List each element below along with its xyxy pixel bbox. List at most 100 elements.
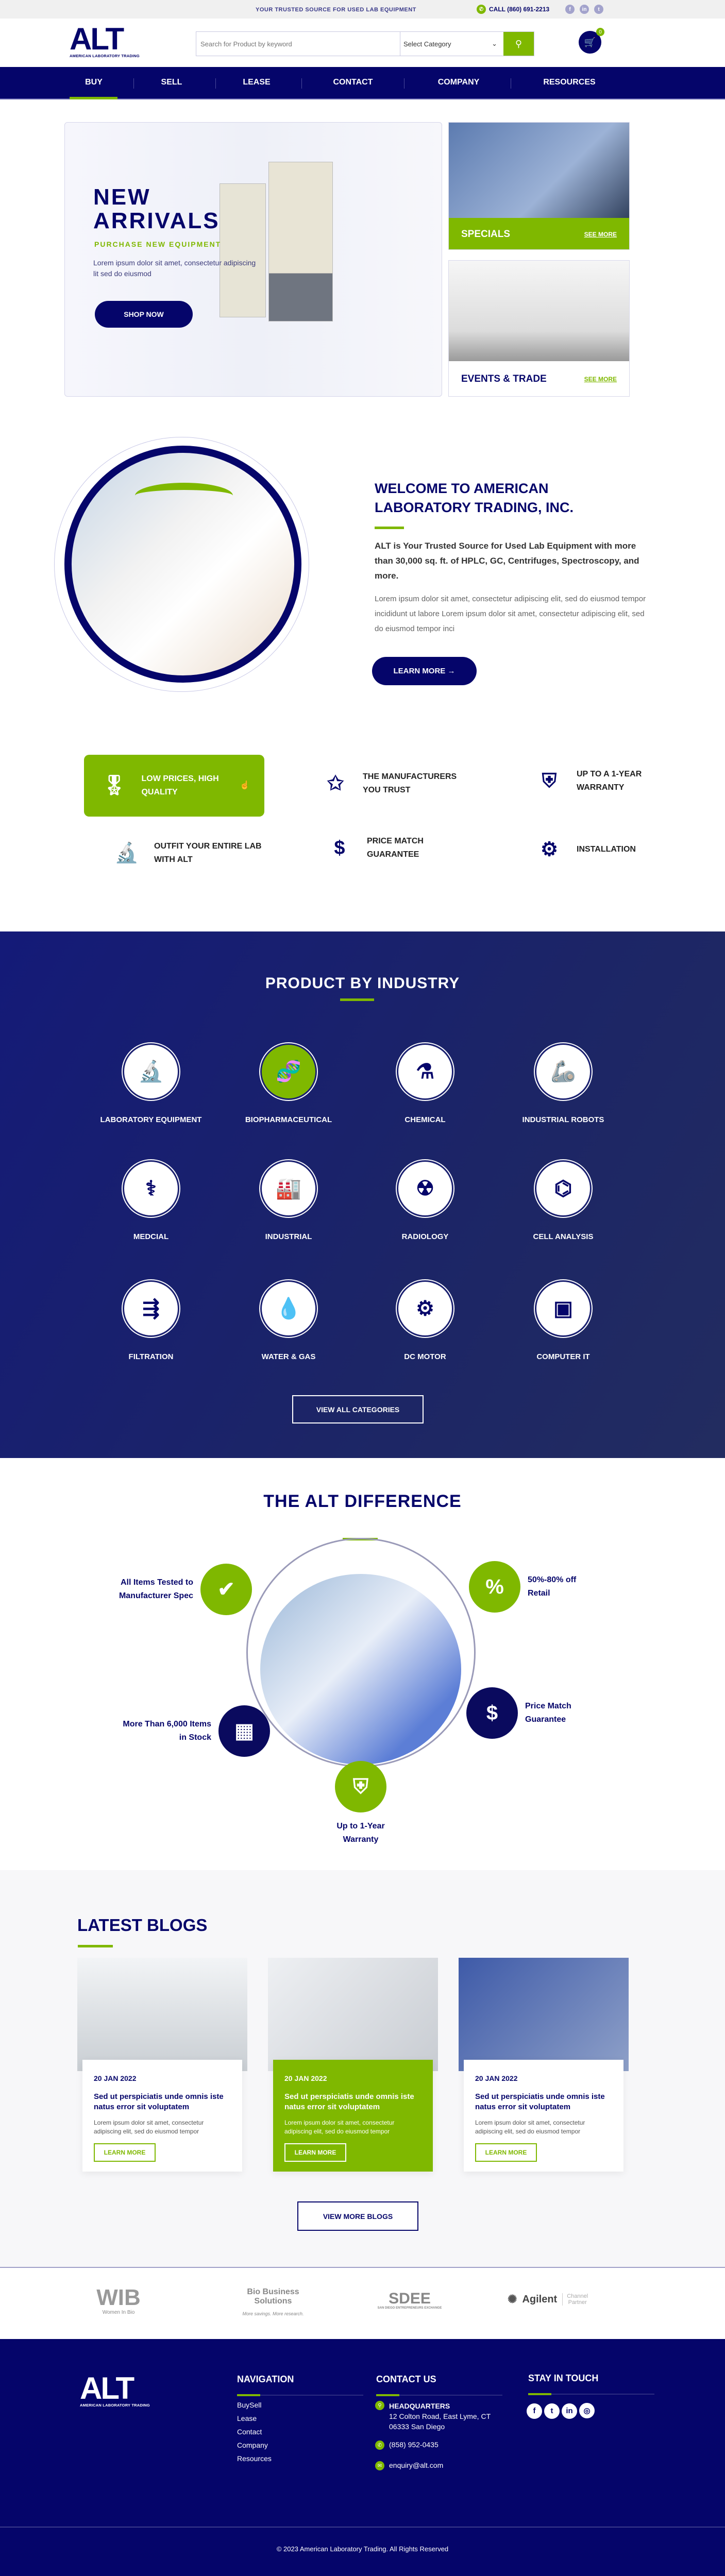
hero-subtitle: PURCHASE NEW EQUIPMENT xyxy=(94,240,222,248)
feature-price-match: $ PRICE MATCH GUARANTEE xyxy=(324,832,444,864)
footer-social-title: STAY IN TOUCH xyxy=(528,2373,599,2383)
nav-buy[interactable]: BUY xyxy=(85,78,103,87)
footer-social: f t in ◎ xyxy=(527,2403,597,2419)
welcome-image xyxy=(64,446,301,683)
footer-nav-title: NAVIGATION xyxy=(237,2374,294,2384)
industry-label: CELL ANALYSIS xyxy=(533,1232,594,1241)
caduceus-icon: ⚕ xyxy=(124,1162,178,1215)
microscope-icon: 🔬 xyxy=(124,1045,178,1098)
blog-date: 20 JAN 2022 xyxy=(94,2074,137,2082)
phone-icon: ✆ xyxy=(477,5,486,14)
industry-item[interactable]: ⚕ MEDCIAL xyxy=(89,1162,213,1243)
award-ribbon-icon: 🎖 xyxy=(102,775,127,796)
microscope-icon: 🔬 xyxy=(114,842,139,864)
linkedin-icon[interactable]: in xyxy=(580,5,589,14)
difference-title: THE ALT DIFFERENCE xyxy=(263,1492,462,1511)
view-all-categories-button[interactable]: VIEW ALL CATEGORIES xyxy=(292,1395,424,1423)
cart-button[interactable]: 🛒 0 xyxy=(579,28,604,54)
blog-learn-more-button[interactable]: LEARN MORE xyxy=(284,2143,346,2162)
copyright: © 2023 American Laboratory Trading. All … xyxy=(276,2545,449,2553)
chevron-down-icon: ⌄ xyxy=(492,40,497,47)
facebook-icon[interactable]: f xyxy=(565,5,575,14)
feature-outfit: 🔬 OUTFIT YOUR ENTIRE LAB WITH ALT xyxy=(111,837,267,869)
partner-wib: WIB Women In Bio xyxy=(96,2285,141,2316)
freezer-image xyxy=(268,162,333,321)
nav-lease[interactable]: LEASE xyxy=(243,78,271,87)
feature-low-prices[interactable]: 🎖 LOW PRICES, HIGH QUALITY ☝ xyxy=(84,755,264,817)
logo[interactable]: ALT AMERICAN LABORATORY TRADING xyxy=(70,24,140,59)
facebook-icon[interactable]: f xyxy=(527,2403,542,2419)
footer-link-company[interactable]: Company xyxy=(237,2441,268,2449)
hero-banner: NEW ARRIVALS PURCHASE NEW EQUIPMENT Lorem… xyxy=(64,122,442,397)
industry-item[interactable]: 💧 WATER & GAS xyxy=(227,1282,350,1363)
dna-icon: 🧬 xyxy=(262,1045,315,1098)
footer-link-resources[interactable]: Resources xyxy=(237,2454,272,2463)
feature-manufacturers: ✩ THE MANUFACTURERS YOU TRUST xyxy=(319,768,476,800)
warehouse-icon: ▦ xyxy=(218,1705,270,1757)
xray-icon: ☢ xyxy=(398,1162,452,1215)
blog-title[interactable]: Sed ut perspiciatis unde omnis iste natu… xyxy=(284,2092,414,2111)
industry-label: CHEMICAL xyxy=(404,1115,446,1124)
logo-subtitle: AMERICAN LABORATORY TRADING xyxy=(70,54,140,58)
industry-item[interactable]: 🔬 LABORATORY EQUIPMENT xyxy=(89,1045,213,1126)
call-link[interactable]: ✆ CALL (860) 691-2213 xyxy=(477,5,549,14)
feature-installation: ⚙ INSTALLATION xyxy=(533,834,636,866)
specials-see-more[interactable]: SEE MORE xyxy=(584,231,617,238)
nav-contact[interactable]: CONTACT xyxy=(333,78,373,87)
industry-item[interactable]: ⚙ DC MOTOR xyxy=(363,1282,487,1363)
hero-text: Lorem ipsum dolor sit amet, consectetur … xyxy=(93,259,256,278)
motor-icon: ⚙ xyxy=(398,1282,452,1335)
nav-company[interactable]: COMPANY xyxy=(437,78,480,87)
footer-logo[interactable]: ALT AMERICAN LABORATORY TRADING xyxy=(80,2371,150,2408)
blog-date: 20 JAN 2022 xyxy=(284,2074,327,2082)
blog-title[interactable]: Sed ut perspiciatis unde omnis iste natu… xyxy=(94,2092,224,2111)
blog-learn-more-button[interactable]: LEARN MORE xyxy=(475,2143,537,2162)
agilent-spark-icon: ✺ xyxy=(508,2293,517,2306)
industry-item[interactable]: ▣ COMPUTER IT xyxy=(501,1282,625,1363)
specials-card[interactable]: SPECIALS SEE MORE xyxy=(448,122,630,250)
search-input[interactable] xyxy=(196,32,400,56)
nav-resources[interactable]: RESOURCES xyxy=(543,78,596,87)
industry-item[interactable]: ☢ RADIOLOGY xyxy=(363,1162,487,1243)
twitter-icon[interactable]: t xyxy=(594,5,603,14)
instagram-icon[interactable]: ◎ xyxy=(579,2403,595,2418)
search-button[interactable]: ⚲ xyxy=(503,32,534,56)
blog-card: 20 JAN 2022 Sed ut perspiciatis unde omni… xyxy=(268,1958,438,2172)
active-nav-indicator xyxy=(70,97,117,99)
shop-now-button[interactable]: SHOP NOW xyxy=(95,301,193,328)
product-by-industry: PRODUCT BY INDUSTRY 🔬 LABORATORY EQUIPMEN… xyxy=(0,931,725,1458)
difference-image xyxy=(260,1574,461,1765)
linkedin-icon[interactable]: in xyxy=(562,2403,577,2419)
gear-wrench-icon: ⚙ xyxy=(540,839,559,860)
call-text: CALL (860) 691-2213 xyxy=(489,6,550,13)
industry-item[interactable]: 🧬 BIOPHARMACEUTICAL xyxy=(227,1045,350,1126)
blog-title[interactable]: Sed ut perspiciatis unde omnis iste natu… xyxy=(475,2092,605,2111)
industry-item[interactable]: ⚗ CHEMICAL xyxy=(363,1045,487,1126)
twitter-icon[interactable]: t xyxy=(544,2403,560,2419)
footer-link-buysell[interactable]: BuySell xyxy=(237,2401,262,2409)
hq-address: HEADQUARTERS 12 Colton Road, East Lyme, C… xyxy=(389,2402,491,2431)
industry-item[interactable]: ⇶ FILTRATION xyxy=(89,1282,213,1363)
industry-item[interactable]: ⌬ CELL ANALYSIS xyxy=(501,1162,625,1243)
top-bar: YOUR TRUSTED SOURCE FOR USED LAB EQUIPME… xyxy=(0,0,725,19)
tested-check-icon: ✔ xyxy=(200,1564,252,1615)
category-select[interactable]: Select Category ⌄ xyxy=(400,32,503,56)
footer-phone[interactable]: (858) 952-0435 xyxy=(389,2441,439,2449)
diff-tested: All Items Tested to Manufacturer Spec ✔ xyxy=(111,1564,252,1615)
industry-label: FILTRATION xyxy=(128,1352,174,1361)
nav-sell[interactable]: SELL xyxy=(161,78,182,87)
blog-image xyxy=(268,1958,438,2071)
learn-more-button[interactable]: LEARN MORE → xyxy=(372,657,477,685)
footer-email[interactable]: enquiry@alt.com xyxy=(389,2461,444,2469)
footer-link-lease[interactable]: Lease xyxy=(237,2414,257,2422)
view-more-blogs-button[interactable]: VIEW MORE BLOGS xyxy=(297,2201,418,2231)
copyright-link[interactable]: American Laboratory Trading xyxy=(299,2545,386,2553)
footer-link-contact[interactable]: Contact xyxy=(237,2428,262,2436)
events-card[interactable]: EVENTS & TRADE SEE MORE xyxy=(448,260,630,397)
blog-learn-more-button[interactable]: LEARN MORE xyxy=(94,2143,156,2162)
industry-item[interactable]: 🏭 INDUSTRIAL xyxy=(227,1162,350,1243)
hero-title: NEW ARRIVALS xyxy=(93,184,220,233)
events-see-more[interactable]: SEE MORE xyxy=(584,376,617,383)
industry-item[interactable]: 🦾 INDUSTRIAL ROBOTS xyxy=(501,1045,625,1126)
equipment-image xyxy=(220,183,266,317)
